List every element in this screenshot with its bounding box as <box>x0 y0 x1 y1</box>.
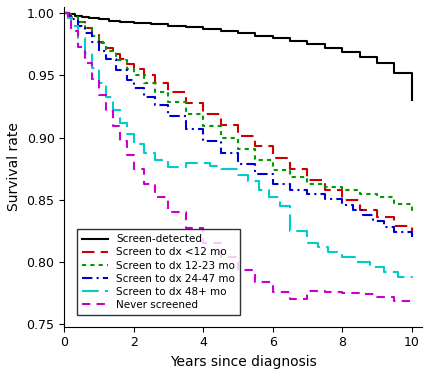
Y-axis label: Survival rate: Survival rate <box>7 123 21 211</box>
Legend: Screen-detected, Screen to dx <12 mo, Screen to dx 12-23 mo, Screen to dx 24-47 : Screen-detected, Screen to dx <12 mo, Sc… <box>77 229 240 315</box>
X-axis label: Years since diagnosis: Years since diagnosis <box>170 355 317 369</box>
